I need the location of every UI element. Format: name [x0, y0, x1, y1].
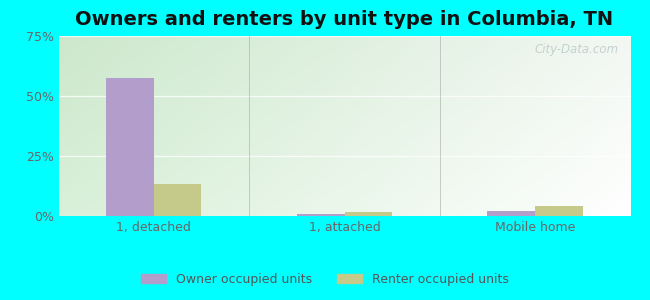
Bar: [344, 212, 392, 216]
Bar: [297, 214, 344, 216]
Bar: [154, 184, 202, 216]
Legend: Owner occupied units, Renter occupied units: Owner occupied units, Renter occupied un…: [136, 268, 514, 291]
Bar: [488, 211, 535, 216]
Bar: [535, 206, 583, 216]
Text: City-Data.com: City-Data.com: [535, 43, 619, 56]
Title: Owners and renters by unit type in Columbia, TN: Owners and renters by unit type in Colum…: [75, 10, 614, 29]
Bar: [106, 78, 154, 216]
